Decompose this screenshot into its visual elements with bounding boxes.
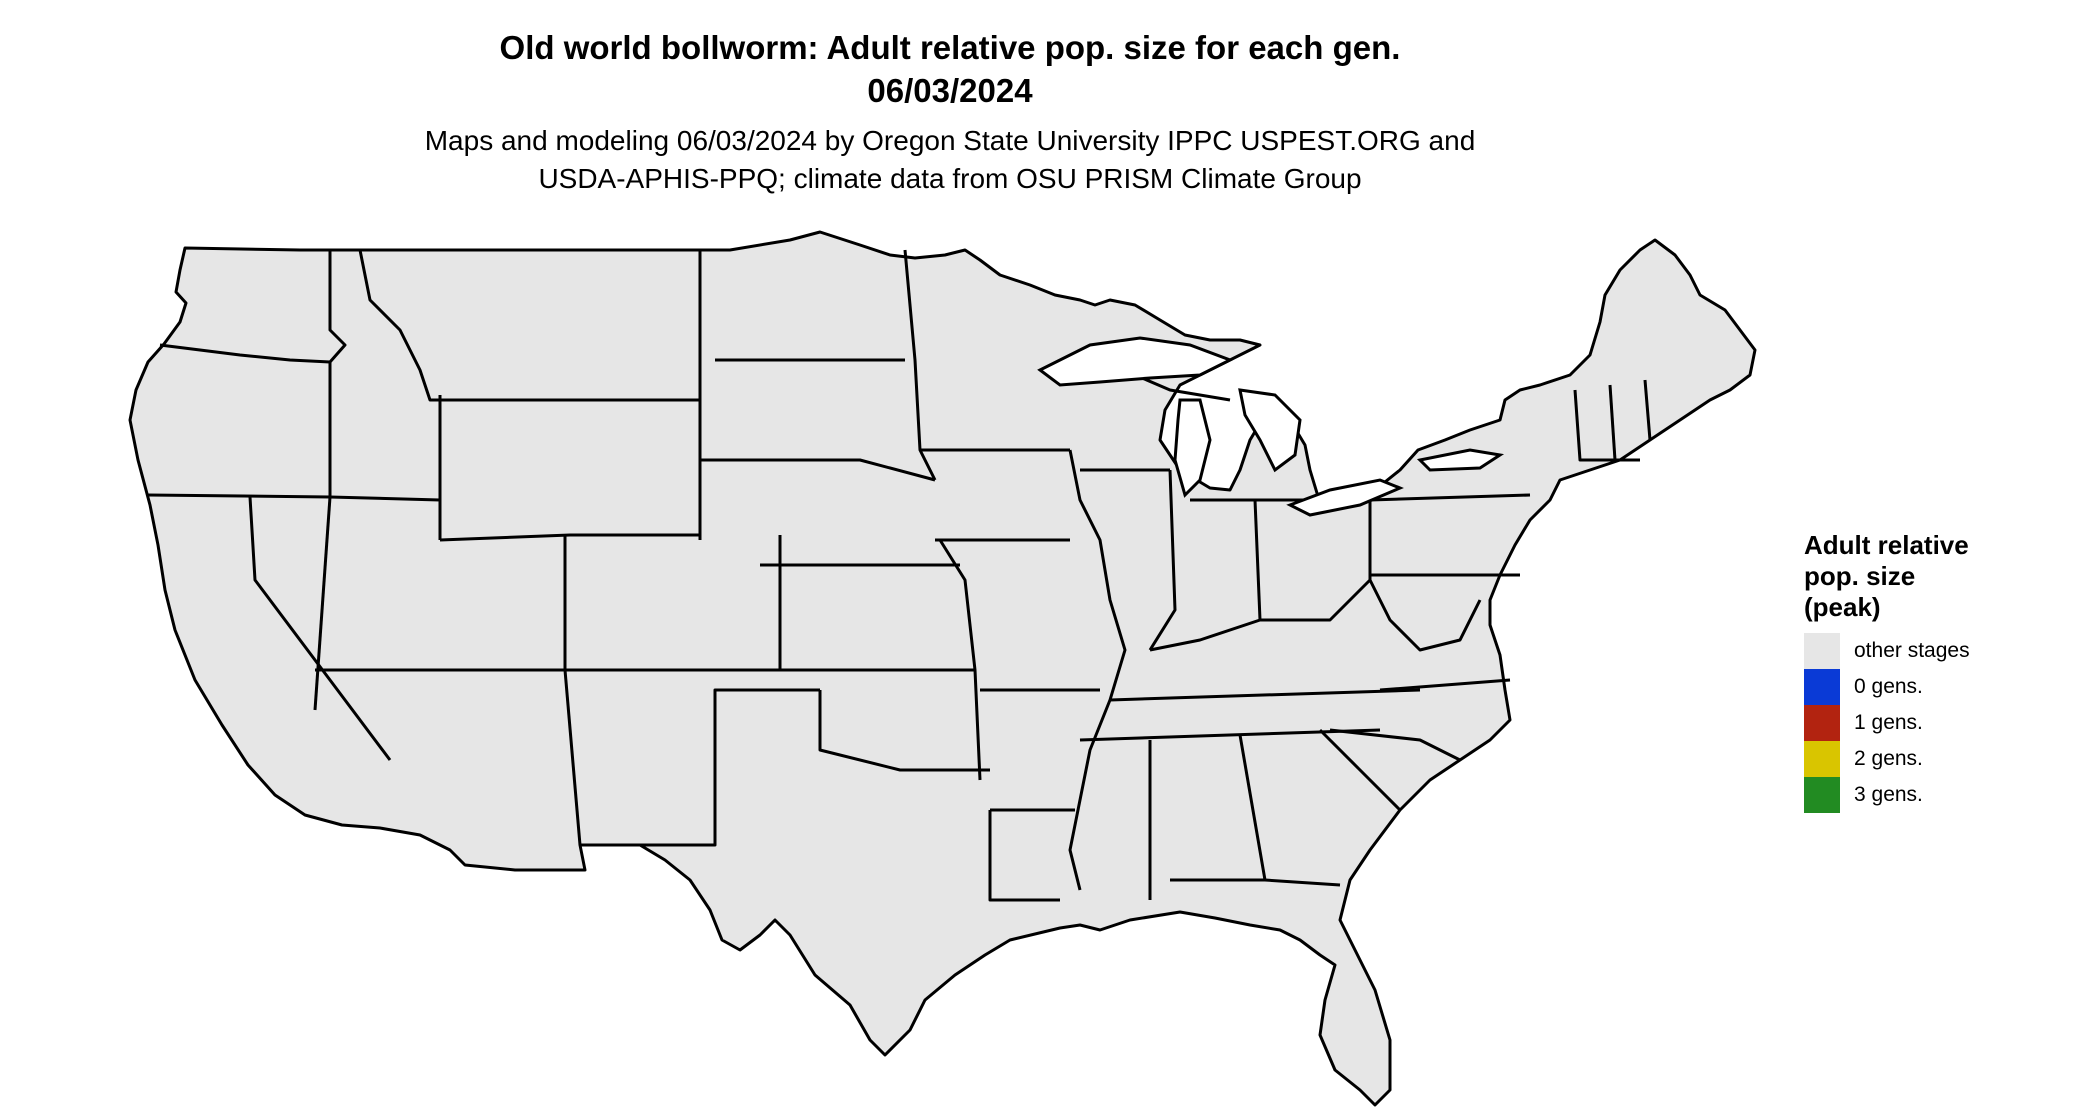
legend-swatch <box>1804 669 1840 705</box>
boundary-al-ga <box>1238 734 1267 881</box>
boundary-wy-co <box>439 533 700 542</box>
legend-label: 2 gens. <box>1854 747 1923 770</box>
lake-ontario <box>1416 448 1505 472</box>
boundary-vt-nh <box>1608 384 1617 461</box>
map-date: 06/03/2024 <box>867 72 1033 109</box>
boundary-ky-tn <box>1109 688 1421 702</box>
boundary-mo-west <box>938 539 982 781</box>
legend-label: 1 gens. <box>1854 711 1923 734</box>
title-block: Old world bollworm: Adult relative pop. … <box>0 26 1900 198</box>
boundary-sd-ne <box>700 458 936 482</box>
boundary-la-south <box>988 810 1060 902</box>
legend: Adult relative pop. size (peak) other st… <box>1804 530 1970 813</box>
boundary-in-oh <box>1253 499 1262 621</box>
boundary-nm-tx <box>640 688 820 847</box>
boundary-dakotas-mn <box>903 249 937 481</box>
lake-erie <box>1286 478 1404 517</box>
legend-title-line2: pop. size <box>1804 561 1916 591</box>
map-title: Old world bollworm: Adult relative pop. … <box>499 29 1401 66</box>
legend-item-0-gens: 0 gens. <box>1804 669 1970 705</box>
boundary-va-nc <box>1379 678 1511 692</box>
legend-label: 0 gens. <box>1854 675 1923 698</box>
legend-items: other stages 0 gens. 1 gens. 2 gens. 3 g… <box>1804 633 1970 813</box>
legend-swatch <box>1804 633 1840 669</box>
lake-huron <box>1238 388 1302 473</box>
state-boundaries <box>128 230 1757 1107</box>
boundary-tn-ms-al <box>1079 728 1381 742</box>
boundary-ca-nv <box>248 496 392 761</box>
legend-swatch <box>1804 705 1840 741</box>
lake-michigan <box>1173 398 1212 498</box>
boundary-nv-az <box>313 496 332 711</box>
legend-swatch <box>1804 777 1840 813</box>
boundary-az-nm <box>563 669 582 846</box>
map-credits: Maps and modeling 06/03/2024 by Oregon S… <box>0 122 1900 198</box>
legend-label: 3 gens. <box>1854 783 1923 806</box>
boundary-ut-north <box>329 495 442 540</box>
boundary-ga-fl <box>1170 878 1341 887</box>
legend-title-line3: (peak) <box>1804 592 1881 622</box>
boundary-ny-vt-ma <box>1573 389 1640 462</box>
boundary-wa-or <box>159 343 331 364</box>
legend-label: other stages <box>1854 639 1970 662</box>
legend-title: Adult relative pop. size (peak) <box>1804 530 1970 623</box>
boundary-nc-sc <box>1329 728 1461 762</box>
boundary-mississippi-river <box>1068 449 1127 891</box>
boundary-wv-va <box>1368 579 1482 652</box>
boundary-id-mt <box>358 249 480 402</box>
great-lakes <box>1037 336 1505 517</box>
boundary-ga-sc <box>1318 728 1402 812</box>
legend-swatch <box>1804 741 1840 777</box>
boundary-id-west <box>328 250 347 497</box>
boundary-il-in <box>1148 469 1177 651</box>
lake-superior <box>1037 336 1234 387</box>
boundary-or-ca-nv <box>147 493 331 499</box>
legend-item-2-gens: 2 gens. <box>1804 741 1970 777</box>
legend-item-3-gens: 3 gens. <box>1804 777 1970 813</box>
boundary-nh-me <box>1643 379 1652 441</box>
legend-item-other-stages: other stages <box>1804 633 1970 669</box>
legend-item-1-gens: 1 gens. <box>1804 705 1970 741</box>
boundary-ok-tx <box>818 690 990 772</box>
legend-title-line1: Adult relative <box>1804 530 1969 560</box>
boundary-pa-ny <box>1369 493 1531 502</box>
map-credits-line2: USDA-APHIS-PPQ; climate data from OSU PR… <box>538 163 1362 194</box>
boundary-ky-north <box>1149 578 1372 652</box>
map-credits-line1: Maps and modeling 06/03/2024 by Oregon S… <box>424 125 1476 156</box>
